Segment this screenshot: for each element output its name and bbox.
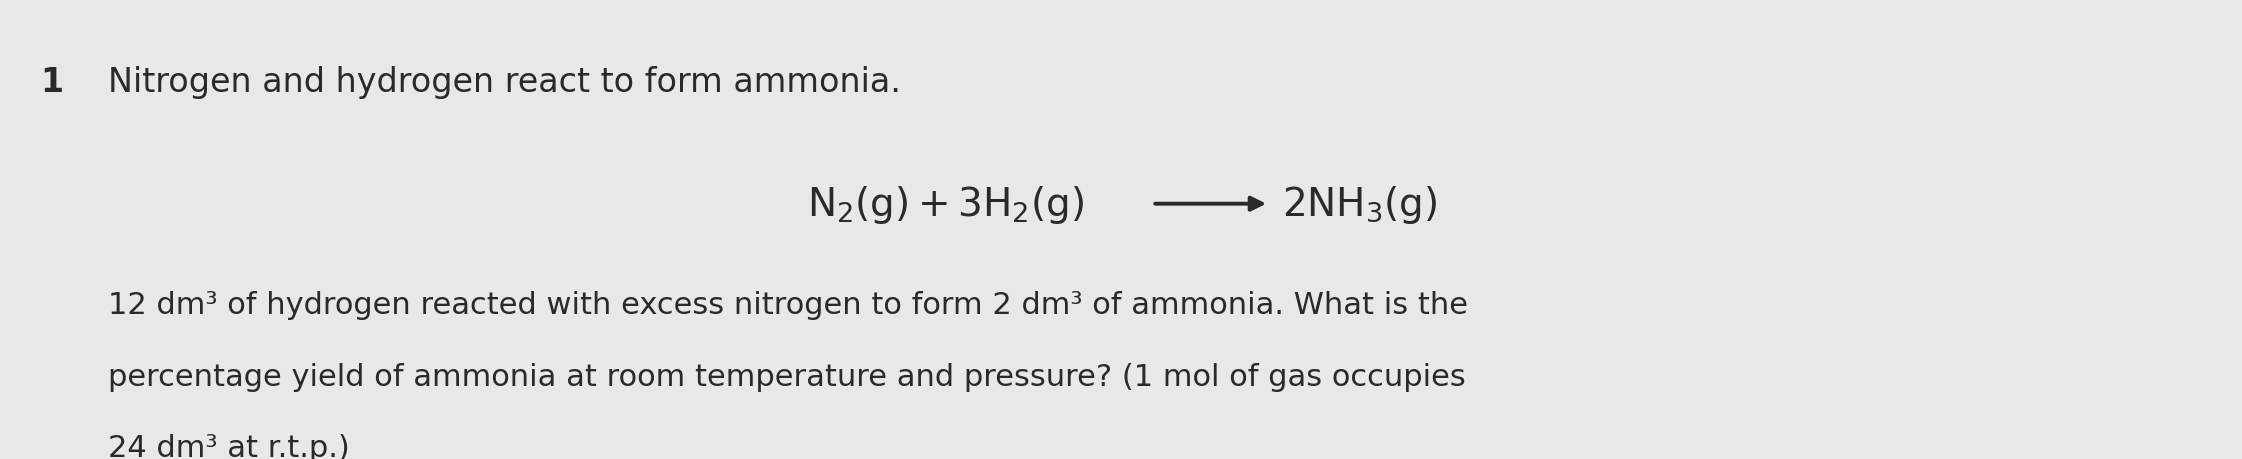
- Text: 1: 1: [40, 66, 63, 99]
- Text: 12 dm³ of hydrogen reacted with excess nitrogen to form 2 dm³ of ammonia. What i: 12 dm³ of hydrogen reacted with excess n…: [108, 291, 1469, 320]
- Text: 24 dm³ at r.t.p.): 24 dm³ at r.t.p.): [108, 433, 350, 459]
- Text: Nitrogen and hydrogen react to form ammonia.: Nitrogen and hydrogen react to form ammo…: [108, 66, 901, 99]
- Text: $\mathrm{2NH_3(g)}$: $\mathrm{2NH_3(g)}$: [1282, 183, 1437, 225]
- Text: $\mathrm{N_2(g) + 3H_2(g)}$: $\mathrm{N_2(g) + 3H_2(g)}$: [807, 183, 1085, 225]
- Text: percentage yield of ammonia at room temperature and pressure? (1 mol of gas occu: percentage yield of ammonia at room temp…: [108, 362, 1466, 391]
